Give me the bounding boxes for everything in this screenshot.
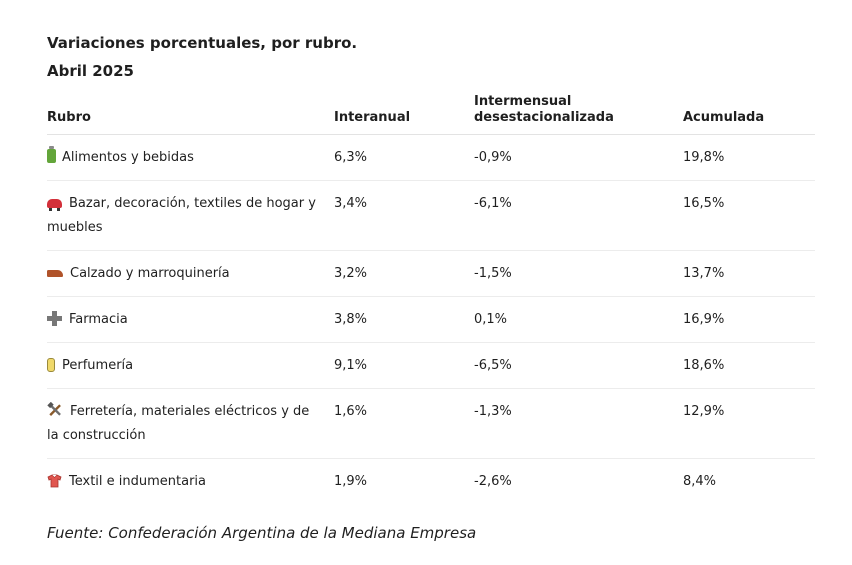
table-row: Calzado y marroquinería 3,2% -1,5% 13,7% (47, 250, 815, 297)
rubro-label: Bazar, decoración, textiles de hogar y m… (47, 196, 316, 235)
cell-intermensual: -1,5% (474, 250, 683, 297)
cell-interanual: 9,1% (334, 342, 474, 389)
cell-interanual: 3,8% (334, 296, 474, 343)
cell-intermensual: -1,3% (474, 388, 683, 459)
table-row: Textil e indumentaria 1,9% -2,6% 8,4% (47, 459, 815, 505)
cell-interanual: 3,4% (334, 180, 474, 251)
bottle-icon (47, 146, 56, 163)
tools-icon (47, 402, 61, 416)
rubro-label: Calzado y marroquinería (70, 266, 230, 281)
rubro-label: Alimentos y bebidas (62, 150, 194, 165)
rubro-label: Ferretería, materiales eléctricos y de l… (47, 404, 310, 443)
title-block: Variaciones porcentuales, por rubro. Abr… (47, 29, 357, 85)
car-icon (47, 199, 62, 211)
source-note: Fuente: Confederación Argentina de la Me… (47, 524, 477, 542)
cell-intermensual: -6,1% (474, 180, 683, 251)
header-interanual: Interanual (334, 94, 474, 135)
cell-rubro: Calzado y marroquinería (47, 250, 334, 297)
perfume-bottle-icon (47, 358, 55, 372)
cell-rubro: Textil e indumentaria (47, 459, 334, 505)
rubro-label: Textil e indumentaria (69, 474, 207, 489)
header-intermensual-line1: Intermensual (474, 94, 572, 109)
cell-rubro: Farmacia (47, 296, 334, 343)
header-acumulada: Acumulada (683, 94, 815, 135)
cell-acumulada: 16,5% (683, 180, 815, 251)
cell-interanual: 3,2% (334, 250, 474, 297)
cell-rubro: Perfumería (47, 342, 334, 389)
cross-icon (47, 311, 62, 326)
title: Variaciones porcentuales, por rubro. (47, 34, 358, 52)
table-row: Bazar, decoración, textiles de hogar y m… (47, 180, 815, 251)
cell-interanual: 1,6% (334, 388, 474, 459)
table-row: Ferretería, materiales eléctricos y de l… (47, 388, 815, 459)
cell-acumulada: 13,7% (683, 250, 815, 297)
cell-acumulada: 19,8% (683, 134, 815, 181)
cell-rubro: Alimentos y bebidas (47, 134, 334, 181)
table-row: Alimentos y bebidas 6,3% -0,9% 19,8% (47, 134, 815, 181)
cell-acumulada: 8,4% (683, 474, 717, 489)
subtitle-date: Abril 2025 (47, 62, 134, 80)
rubro-label: Perfumería (62, 358, 134, 373)
variations-table: Rubro Interanual Intermensual desestacio… (47, 94, 815, 504)
shoe-icon (47, 270, 63, 277)
table-header-row: Rubro Interanual Intermensual desestacio… (47, 94, 815, 135)
cell-intermensual: -2,6% (474, 474, 512, 489)
cell-acumulada: 16,9% (683, 296, 815, 343)
cell-rubro: Bazar, decoración, textiles de hogar y m… (47, 180, 334, 251)
cell-acumulada: 12,9% (683, 388, 815, 459)
shirt-icon (47, 474, 62, 488)
cell-interanual: 1,9% (334, 474, 368, 489)
cell-intermensual: -0,9% (474, 134, 683, 181)
cell-rubro: Ferretería, materiales eléctricos y de l… (47, 388, 334, 459)
cell-intermensual: 0,1% (474, 296, 683, 343)
table-row: Farmacia 3,8% 0,1% 16,9% (47, 296, 815, 343)
header-intermensual: Intermensual desestacionalizada (474, 94, 683, 135)
cell-acumulada: 18,6% (683, 342, 815, 389)
header-intermensual-line2: desestacionalizada (474, 110, 614, 125)
header-rubro: Rubro (47, 94, 334, 135)
rubro-label: Farmacia (69, 312, 128, 327)
table-row: Perfumería 9,1% -6,5% 18,6% (47, 342, 815, 389)
cell-intermensual: -6,5% (474, 342, 683, 389)
cell-interanual: 6,3% (334, 134, 474, 181)
